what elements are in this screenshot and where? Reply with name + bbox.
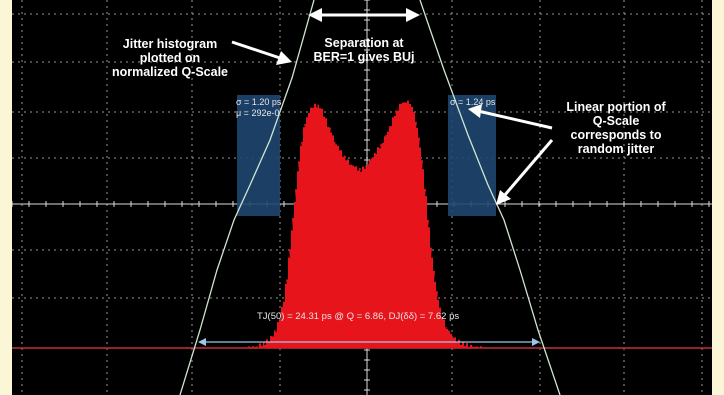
separation-arrow-right-head: [406, 8, 420, 22]
right-fit-box: [448, 95, 496, 216]
linear-annotation-line1: Linear portion of: [566, 100, 666, 114]
left-q-curve: [179, 0, 315, 395]
separation-annotation-line1: Separation at: [324, 36, 404, 50]
linear-annotation-line4: random jitter: [577, 142, 655, 156]
right-q-curve: [419, 0, 561, 395]
q-scale-curves: [179, 0, 561, 395]
tj-span-right-arrowhead: [532, 338, 540, 346]
histogram-annotation: Jitter histogram plotted on normalized Q…: [108, 37, 232, 79]
annotation-arrows: [231, 8, 554, 205]
jitter-plot: [12, 0, 712, 395]
separation-annotation: Separation at BER=1 gives BUj: [308, 36, 420, 64]
left-fit-box: [237, 95, 280, 216]
right-sigma-readout: σ = 1.24 ps: [450, 97, 496, 107]
jitter-histogram: [248, 100, 482, 349]
separation-arrow-left-head: [308, 8, 322, 22]
tj-span-left-arrowhead: [198, 338, 206, 346]
linear-annotation-line2: Q-Scale: [592, 114, 640, 128]
oscilloscope-screen: Jitter histogram plotted on normalized Q…: [12, 0, 712, 395]
histogram-arrow-shaft: [231, 40, 281, 60]
histogram-arrow-head: [276, 51, 292, 65]
left-mu-readout: μ = 292e-0: [236, 108, 280, 118]
linear-arrow-lower-shaft: [502, 139, 554, 197]
linear-annotation-line3: corresponds to: [570, 128, 662, 142]
linear-arrow-upper-shaft: [477, 109, 553, 130]
linear-arrow-lower-head: [496, 190, 511, 205]
left-sigma-readout: σ = 1.20 ps: [236, 97, 282, 107]
linear-annotation: Linear portion of Q-Scale corresponds to…: [548, 100, 684, 156]
histogram-annotation-line1: Jitter histogram: [122, 37, 218, 51]
linear-arrow-upper-head: [468, 104, 482, 118]
histogram-annotation-line3: normalized Q-Scale: [111, 65, 228, 79]
histogram-annotation-line2: plotted on: [139, 51, 201, 65]
measurement-readout: TJ(50) = 24.31 ps @ Q = 6.86, DJ(δδ) = 7…: [257, 311, 460, 322]
separation-annotation-line2: BER=1 gives BUj: [313, 50, 415, 64]
